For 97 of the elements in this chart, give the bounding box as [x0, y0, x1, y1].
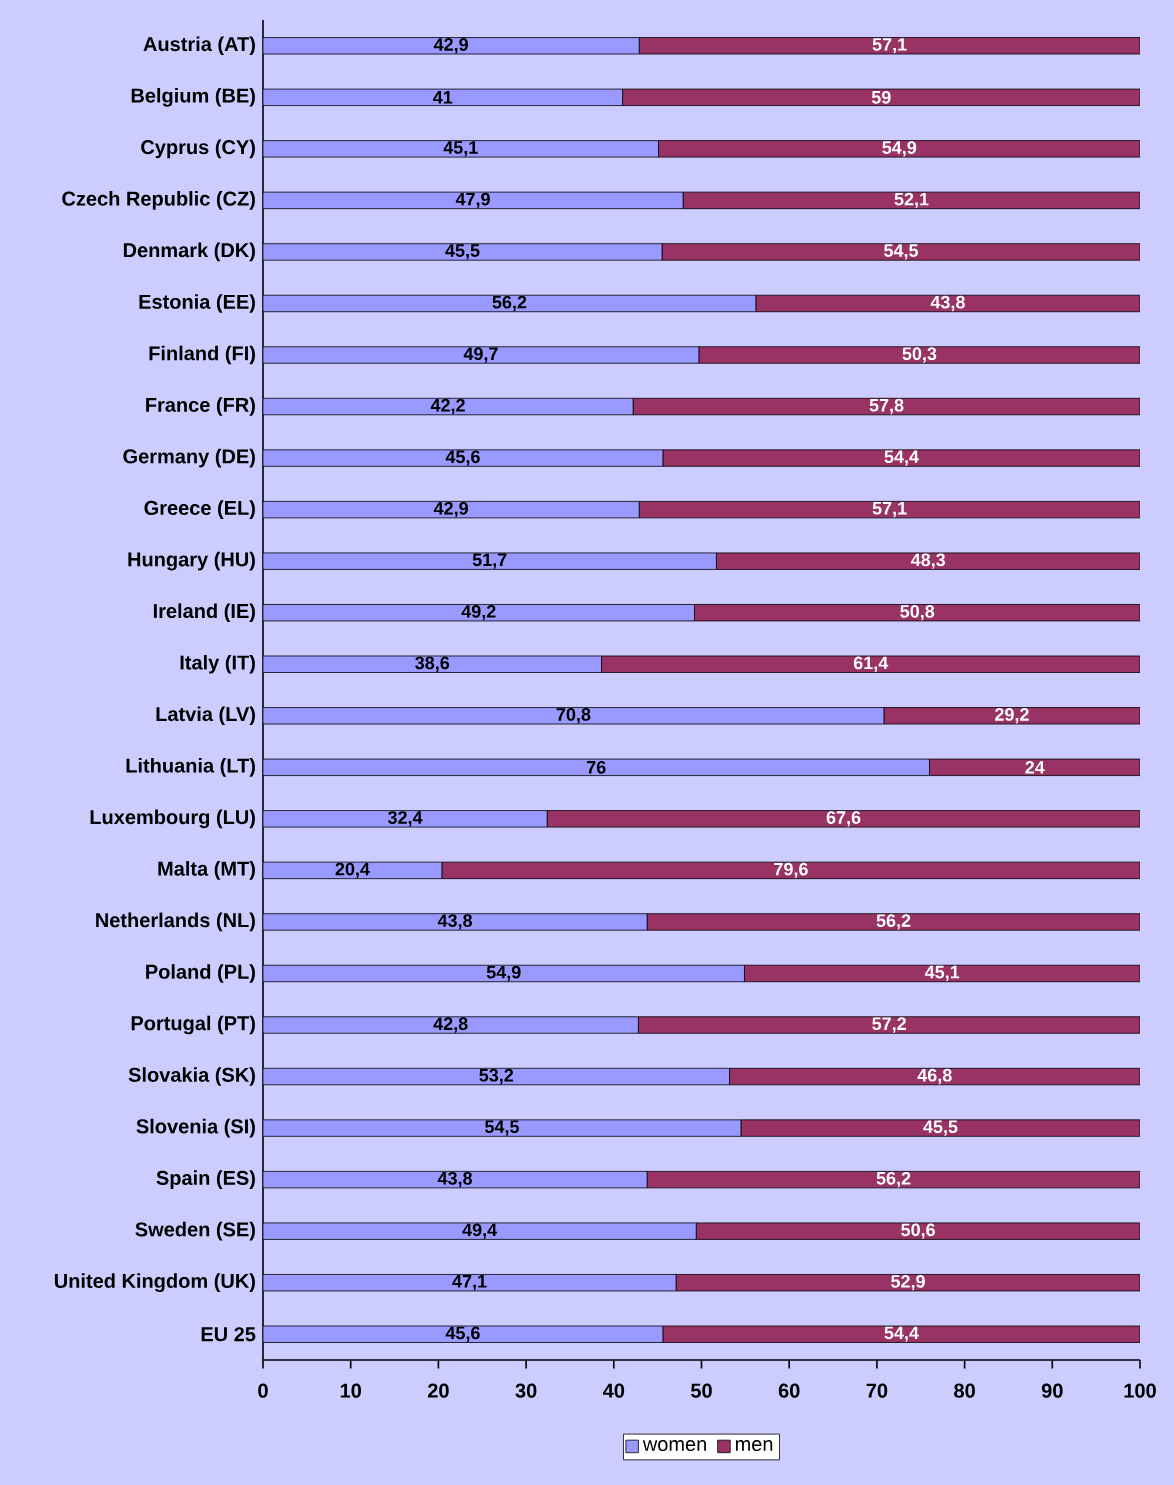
y-tick-label: Germany (DE) — [123, 448, 255, 468]
y-tick-label: Italy (IT) — [180, 654, 255, 674]
data-label: 67,6 — [826, 811, 861, 827]
data-label: 57,2 — [872, 1017, 906, 1033]
data-label: 42,9 — [433, 38, 468, 54]
bar — [646, 913, 1140, 931]
data-label: 43,8 — [437, 1171, 473, 1188]
y-tick-label: Czech Republic (CZ) — [62, 191, 255, 210]
data-label: 45,6 — [445, 1326, 480, 1342]
data-label: 50,6 — [901, 1223, 935, 1239]
data-label: 32,4 — [387, 811, 423, 827]
y-tick-label: EU 25 — [201, 1327, 256, 1342]
y-tick-label: Ireland (IE) — [153, 603, 255, 623]
data-label: 46,8 — [917, 1068, 952, 1085]
y-tick-label: Portugal (PT) — [131, 1015, 255, 1035]
y-tick-label: France (FR) — [146, 397, 255, 416]
x-tick-label: 40 — [602, 1383, 625, 1398]
x-tick-label: 80 — [954, 1383, 975, 1398]
data-label: 53,2 — [479, 1068, 514, 1085]
x-tick-label: 70 — [866, 1383, 888, 1398]
data-label: 79,6 — [774, 862, 808, 879]
data-label: 51,7 — [472, 553, 507, 569]
data-label: 49,7 — [463, 347, 498, 363]
data-label: 24 — [1025, 761, 1045, 774]
data-label: 47,1 — [452, 1275, 487, 1291]
data-label: 54,4 — [884, 450, 919, 466]
data-label: 56,2 — [492, 295, 527, 312]
data-label: 42,2 — [430, 398, 465, 415]
data-label: 57,1 — [872, 38, 907, 54]
data-label: 61,4 — [853, 656, 889, 672]
x-tick-label: 60 — [778, 1383, 800, 1398]
data-label: 47,9 — [455, 192, 490, 209]
y-tick-label: Belgium (BE) — [131, 87, 255, 107]
data-label: 54,4 — [884, 1326, 919, 1342]
x-tick-label: 20 — [427, 1383, 449, 1398]
y-tick-label: Spain (ES) — [156, 1170, 255, 1189]
bar — [698, 346, 1140, 364]
bar — [637, 1016, 1140, 1034]
x-tick-label: 50 — [691, 1383, 712, 1398]
y-tick-label: Denmark (DK) — [123, 242, 255, 262]
y-tick-label: Cyprus (CY) — [141, 139, 255, 159]
data-label: 42,8 — [433, 1017, 468, 1033]
x-tick-label: 30 — [515, 1383, 537, 1398]
x-tick-label: 10 — [340, 1383, 362, 1398]
data-label: 57,8 — [869, 398, 904, 415]
data-label: 54,5 — [485, 1120, 519, 1136]
y-tick-label: United Kingdom (UK) — [54, 1273, 255, 1293]
x-tick-label: 100 — [1124, 1383, 1156, 1398]
legend-label: women — [642, 1440, 706, 1452]
data-label: 45,1 — [925, 965, 960, 982]
data-label: 50,8 — [900, 605, 935, 621]
data-label: 45,6 — [445, 450, 480, 466]
data-label: 41 — [433, 91, 453, 104]
data-label: 56,2 — [876, 914, 911, 930]
data-label: 76 — [587, 760, 606, 774]
data-label: 45,5 — [923, 1120, 958, 1136]
y-tick-label: Finland (FI) — [149, 345, 255, 365]
data-label: 43,8 — [437, 914, 473, 930]
y-tick-label: Latvia (LV) — [156, 706, 255, 726]
data-label: 48,3 — [910, 553, 946, 569]
bar — [740, 1119, 1140, 1137]
data-label: 49,4 — [462, 1223, 498, 1239]
y-tick-label: Lithuania (LT) — [126, 758, 255, 777]
y-tick-label: Poland (PL) — [146, 964, 255, 983]
data-label: 49,2 — [461, 605, 496, 621]
y-tick-label: Sweden (SE) — [135, 1221, 255, 1241]
data-label: 20,4 — [335, 862, 370, 879]
y-tick-label: Greece (EL) — [144, 500, 255, 519]
y-tick-label: Slovenia (SI) — [136, 1118, 255, 1138]
data-label: 42,9 — [433, 501, 468, 518]
data-label: 59 — [871, 90, 891, 104]
data-label: 52,9 — [891, 1275, 925, 1291]
data-label: 50,3 — [902, 347, 937, 363]
bar — [662, 449, 1140, 467]
y-tick-label: Slovakia (SK) — [128, 1067, 255, 1086]
y-tick-label: Luxembourg (LU) — [90, 809, 255, 829]
data-label: 54,5 — [884, 244, 919, 260]
y-tick-label: Austria (AT) — [143, 36, 255, 56]
data-label: 57,1 — [872, 502, 907, 518]
data-label: 45,1 — [443, 141, 478, 157]
data-label: 56,2 — [876, 1171, 911, 1188]
bar — [661, 243, 1140, 261]
data-label: 45,5 — [445, 244, 480, 260]
data-label: 52,1 — [894, 192, 929, 209]
x-tick-label: 90 — [1041, 1383, 1063, 1398]
data-label: 43,8 — [930, 295, 965, 312]
data-label: 29,2 — [995, 708, 1029, 724]
y-tick-label: Estonia (EE) — [139, 294, 255, 313]
x-tick-label: 0 — [258, 1383, 268, 1398]
legend-label: men — [735, 1440, 773, 1452]
y-tick-label: Hungary (HU) — [128, 551, 255, 571]
y-tick-label: Malta (MT) — [158, 861, 255, 880]
data-label: 70,8 — [556, 708, 591, 724]
data-label: 54,9 — [486, 965, 521, 982]
y-tick-label: Netherlands (NL) — [96, 912, 255, 932]
data-label: 54,9 — [882, 141, 917, 157]
data-label: 38,6 — [415, 656, 450, 672]
